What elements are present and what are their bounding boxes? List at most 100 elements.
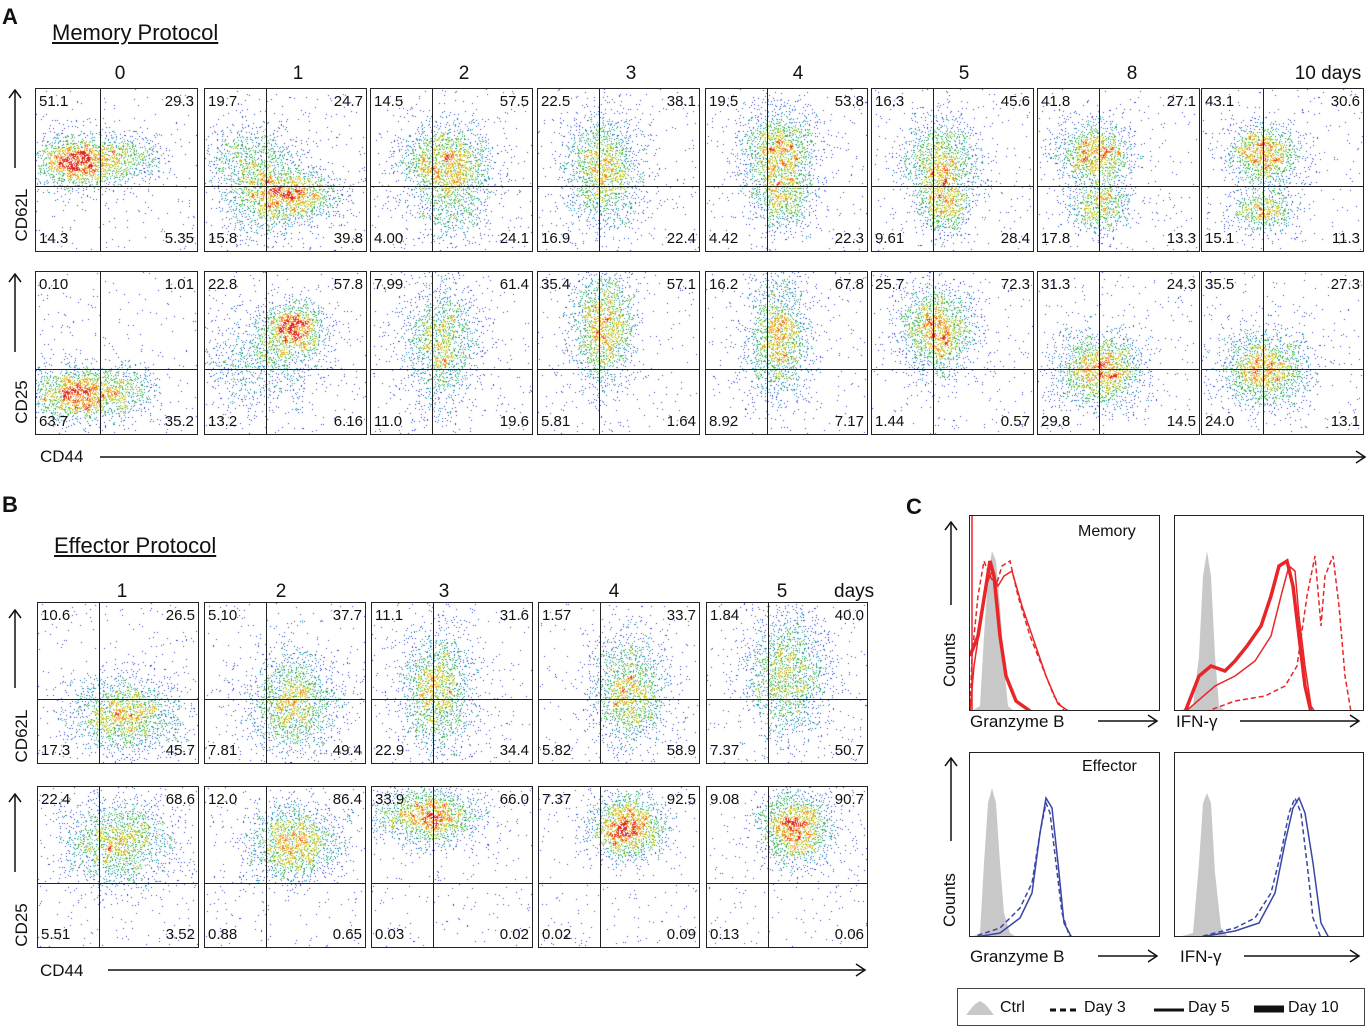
quadrant-value-br: 13.1 — [1330, 413, 1360, 430]
c-top-granzyme-arrow — [1098, 713, 1160, 729]
quadrant-value-br: 49.4 — [332, 742, 362, 759]
quadrant-gate-vertical — [1263, 272, 1264, 434]
quadrant-gate-vertical — [99, 603, 100, 763]
quadrant-value-tr: 90.7 — [834, 791, 864, 808]
quadrant-value-tl: 41.8 — [1041, 93, 1071, 110]
scatter-points — [1202, 272, 1363, 434]
hist-effector-day5 — [977, 795, 1072, 936]
hist-memory-granzyme-b — [969, 515, 1160, 711]
quadrant-value-tr: 31.6 — [499, 607, 529, 624]
quadrant-value-bl: 4.42 — [709, 230, 739, 247]
hist-effector-granzyme-b — [969, 752, 1160, 937]
hist-memory-label: Memory — [1078, 523, 1136, 540]
quadrant-value-tr: 24.3 — [1166, 276, 1196, 293]
panel-a-plot-r2-c6: 25.7 72.3 1.44 0.57 — [871, 271, 1034, 435]
panel-a-plot-r2-c2: 22.8 57.8 13.2 6.16 — [204, 271, 367, 435]
panel-a-plot-r2-c7: 31.3 24.3 29.8 14.5 — [1037, 271, 1200, 435]
quadrant-value-tr: 68.6 — [165, 791, 195, 808]
quadrant-gate-horizontal — [707, 699, 867, 700]
quadrant-gate-horizontal — [1038, 369, 1199, 370]
quadrant-value-bl: 22.9 — [375, 742, 405, 759]
hist-memory-day5 — [1186, 564, 1315, 710]
quadrant-gate-vertical — [432, 89, 433, 251]
quadrant-gate-horizontal — [539, 883, 699, 884]
quadrant-value-tr: 86.4 — [332, 791, 362, 808]
quadrant-value-tl: 1.57 — [542, 607, 572, 624]
quadrant-value-br: 0.57 — [1000, 413, 1030, 430]
quadrant-gate-horizontal — [205, 369, 366, 370]
quadrant-value-tl: 14.5 — [374, 93, 404, 110]
panel-a-plot-r2-c8: 35.5 27.3 24.0 13.1 — [1201, 271, 1364, 435]
quadrant-gate-horizontal — [36, 186, 197, 187]
scatter-points — [539, 603, 699, 763]
quadrant-value-tr: 57.5 — [499, 93, 529, 110]
quadrant-value-tl: 7.37 — [542, 791, 572, 808]
panel-b-plot-r2-c3: 33.9 66.0 0.03 0.02 — [371, 786, 533, 948]
scatter-points — [205, 603, 365, 763]
quadrant-gate-horizontal — [706, 369, 867, 370]
day-label-3: 3 — [438, 581, 450, 602]
legend-day3-label: Day 3 — [1084, 999, 1126, 1016]
panel-b-plot-r1-c2: 5.10 37.7 7.81 49.4 — [204, 602, 366, 764]
c-bottom-ifn-arrow — [1244, 948, 1362, 964]
scatter-points — [205, 272, 366, 434]
quadrant-value-bl: 5.51 — [41, 926, 71, 943]
quadrant-value-tl: 22.8 — [208, 276, 238, 293]
quadrant-value-tl: 51.1 — [39, 93, 69, 110]
panel-a-cd44-arrow — [100, 449, 1368, 465]
panel-b-plot-r2-c2: 12.0 86.4 0.88 0.65 — [204, 786, 366, 948]
day-label-8: 10 days — [1294, 63, 1362, 84]
quadrant-gate-vertical — [933, 89, 934, 251]
day-label-5: 4 — [792, 63, 804, 84]
scatter-points — [707, 787, 867, 947]
quadrant-gate-horizontal — [371, 186, 532, 187]
legend-day5-swatch — [1154, 1008, 1184, 1012]
quadrant-value-br: 7.17 — [834, 413, 864, 430]
quadrant-value-bl: 9.61 — [875, 230, 905, 247]
quadrant-gate-vertical — [266, 603, 267, 763]
quadrant-value-bl: 0.88 — [208, 926, 238, 943]
quadrant-value-tl: 19.7 — [208, 93, 238, 110]
legend-day5-label: Day 5 — [1188, 999, 1230, 1016]
scatter-points — [38, 787, 198, 947]
panel-a-plot-r1-c5: 19.5 53.8 4.42 22.3 — [705, 88, 868, 252]
quadrant-value-bl: 15.8 — [208, 230, 238, 247]
panel-a-plot-r2-c5: 16.2 67.8 8.92 7.17 — [705, 271, 868, 435]
quadrant-gate-vertical — [433, 787, 434, 947]
legend-day10-label: Day 10 — [1288, 999, 1339, 1016]
quadrant-gate-horizontal — [872, 369, 1033, 370]
panel-b-plot-r1-c1: 10.6 26.5 17.3 45.7 — [37, 602, 199, 764]
quadrant-gate-horizontal — [1202, 369, 1363, 370]
c-top-granzyme-label: Granzyme B — [970, 712, 1065, 731]
panel-b-cd44-arrow — [108, 962, 868, 978]
hist-memory-day10 — [1183, 558, 1313, 710]
quadrant-value-tl: 16.3 — [875, 93, 905, 110]
quadrant-gate-vertical — [266, 89, 267, 251]
quadrant-value-br: 13.3 — [1166, 230, 1196, 247]
legend-day3-swatch — [1050, 1008, 1080, 1012]
quadrant-gate-vertical — [1263, 89, 1264, 251]
panel-a-plot-r2-c3: 7.99 61.4 11.0 19.6 — [370, 271, 533, 435]
quadrant-value-tr: 61.4 — [499, 276, 529, 293]
quadrant-value-tr: 45.6 — [1000, 93, 1030, 110]
quadrant-value-br: 45.7 — [165, 742, 195, 759]
quadrant-value-bl: 15.1 — [1205, 230, 1235, 247]
panel-c-counts-label-top: Counts — [940, 633, 959, 687]
panel-c-top-y-arrow — [944, 520, 958, 605]
quadrant-value-tr: 30.6 — [1330, 93, 1360, 110]
quadrant-value-bl: 1.44 — [875, 413, 905, 430]
scatter-points — [38, 603, 198, 763]
panel-a-letter: A — [2, 4, 18, 29]
quadrant-value-tl: 35.5 — [1205, 276, 1235, 293]
c-bottom-granzyme-arrow — [1098, 948, 1160, 964]
hist-ctrl-fill — [1181, 551, 1225, 710]
panel-a-plot-r1-c6: 16.3 45.6 9.61 28.4 — [871, 88, 1034, 252]
quadrant-value-tl: 22.5 — [541, 93, 571, 110]
scatter-points — [372, 603, 532, 763]
quadrant-gate-vertical — [933, 272, 934, 434]
quadrant-gate-vertical — [1099, 272, 1100, 434]
quadrant-value-br: 28.4 — [1000, 230, 1030, 247]
quadrant-value-br: 35.2 — [164, 413, 194, 430]
legend-ctrl-swatch — [966, 1001, 994, 1015]
day-label-1: 1 — [116, 581, 128, 602]
